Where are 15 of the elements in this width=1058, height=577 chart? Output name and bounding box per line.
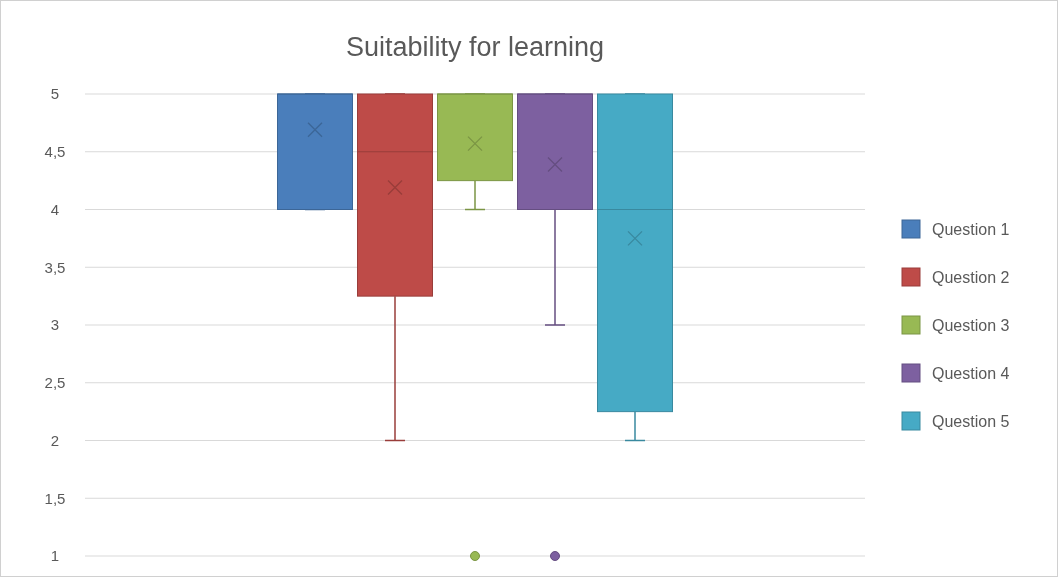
y-tick-label: 2,5	[44, 374, 66, 391]
legend-label: Question 5	[932, 412, 1010, 430]
y-tick-label: 3	[50, 316, 60, 334]
y-tick-label: 3,5	[44, 258, 66, 276]
legend-label: Question 1	[932, 220, 1010, 238]
y-tick-label: 4,5	[44, 143, 66, 160]
y-tick-label: 1	[50, 547, 60, 565]
legend-label: Question 2	[932, 268, 1010, 286]
chart-title: Suitability for learning	[345, 32, 605, 62]
y-tick-label: 5	[50, 85, 60, 103]
y-tick-label: 2	[50, 431, 60, 449]
y-tick-label: 4	[50, 200, 60, 218]
y-tick-label: 1,5	[44, 489, 66, 507]
legend-label: Question 4	[932, 364, 1010, 382]
legend-label: Question 3	[932, 316, 1010, 334]
